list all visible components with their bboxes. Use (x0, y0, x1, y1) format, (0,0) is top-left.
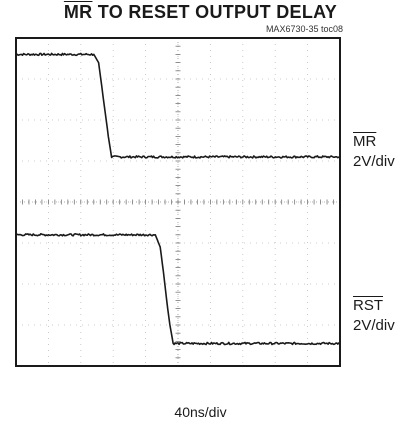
channel-name-rst: RST (353, 297, 383, 314)
timebase-label: 40ns/div (174, 404, 227, 420)
channel-scale-mr: 2V/div (353, 153, 395, 170)
trace-mr (15, 52, 341, 159)
title-rest: TO RESET OUTPUT DELAY (92, 2, 338, 22)
chart-title: MR TO RESET OUTPUT DELAY (0, 2, 401, 23)
title-overlined-part: MR (63, 2, 93, 22)
channel-name-mr: MR (353, 133, 377, 150)
figure-tag: MAX6730-35 toc08 (265, 24, 343, 34)
channel-label-mr: MR 2V/div (353, 132, 395, 172)
trace-rst (15, 233, 341, 346)
channel-scale-rst: 2V/div (353, 317, 395, 334)
plot-border (15, 37, 341, 367)
channel-label-rst: RST 2V/div (353, 296, 395, 336)
